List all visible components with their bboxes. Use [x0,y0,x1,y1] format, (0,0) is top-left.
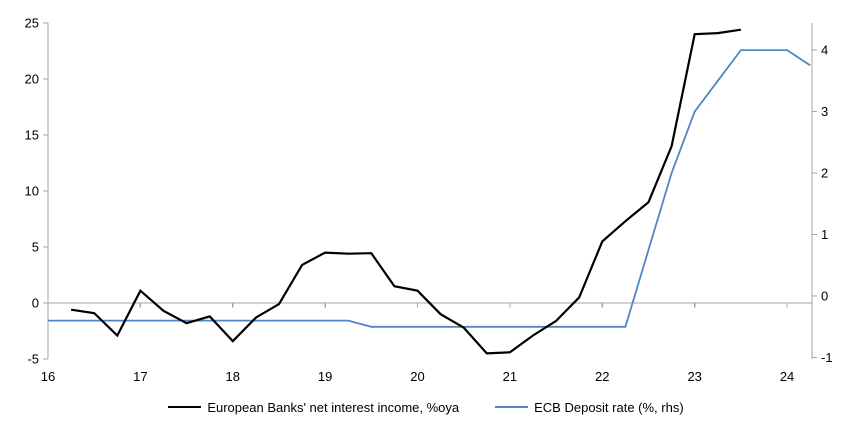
left-axis-tick-label: 5 [32,240,39,255]
x-axis-tick-label: 19 [318,369,332,384]
x-axis-tick-label: 18 [226,369,240,384]
left-axis-tick-label: -5 [27,352,39,367]
series-line-net-interest-income [70,28,742,355]
right-axis-tick-label: 3 [821,104,828,119]
legend: European Banks' net interest income, %oy… [0,395,852,419]
series2-line-swatch [495,406,529,408]
legend-item-ecb-deposit-rate: ECB Deposit rate (%, rhs) [495,400,684,415]
left-axis-tick-label: 10 [25,184,39,199]
left-axis-tick-label: 0 [32,296,39,311]
series-line-ecb-deposit-rate [48,49,811,328]
x-axis-tick-label: 22 [595,369,609,384]
right-axis-tick-label: 1 [821,227,828,242]
x-axis-tick-label: 23 [687,369,701,384]
x-axis-tick-label: 17 [133,369,147,384]
series1-line-swatch [168,406,202,408]
legend-item-net-interest-income: European Banks' net interest income, %oy… [168,400,459,415]
x-axis-tick-label: 21 [503,369,517,384]
x-axis-tick-label: 20 [410,369,424,384]
right-axis-tick-label: 0 [821,289,828,304]
right-axis-tick-label: 2 [821,166,828,181]
x-axis-tick-label: 16 [41,369,55,384]
legend-label-series1: European Banks' net interest income, %oy… [207,399,460,415]
x-axis-tick-label: 24 [780,369,794,384]
left-axis-tick-label: 20 [25,72,39,87]
legend-label-series2: ECB Deposit rate (%, rhs) [534,399,684,415]
right-axis-tick-label: -1 [821,350,833,365]
right-axis-tick-label: 4 [821,43,828,58]
left-axis-tick-label: 25 [25,16,39,31]
left-axis-tick-label: 15 [25,128,39,143]
